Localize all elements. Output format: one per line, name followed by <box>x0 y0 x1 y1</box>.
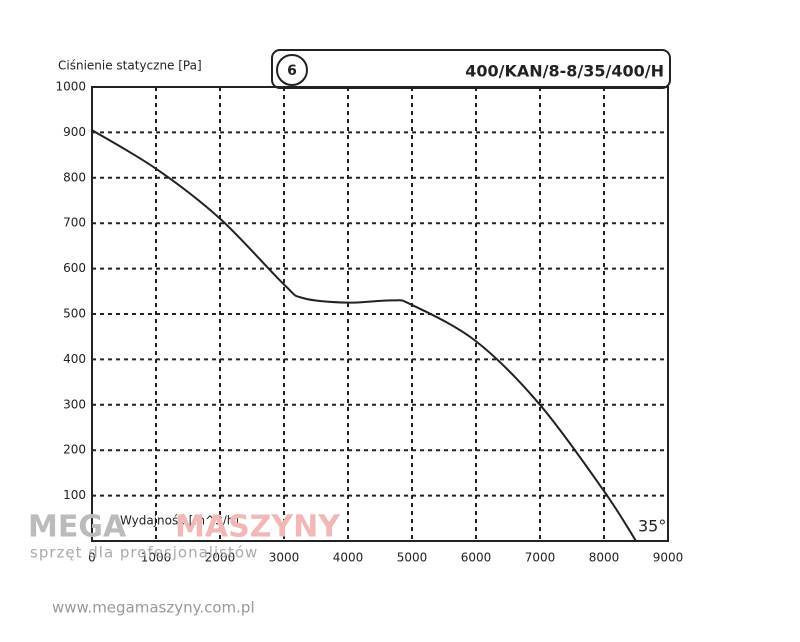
y-tick-label: 1000 <box>55 80 86 94</box>
y-tick-label: 300 <box>63 397 86 411</box>
y-tick-label: 900 <box>63 125 86 139</box>
x-tick-label: 8000 <box>589 551 620 565</box>
y-tick-label: 100 <box>63 488 86 502</box>
curve <box>91 129 637 542</box>
x-tick-label: 5000 <box>397 551 428 565</box>
series-label: 35° <box>638 517 666 536</box>
y-tick-label: 800 <box>63 170 86 184</box>
y-tick-label: 500 <box>63 307 86 321</box>
y-tick-label: 700 <box>63 216 86 230</box>
x-tick-label: 3000 <box>269 551 300 565</box>
x-tick-label: 6000 <box>461 551 492 565</box>
y-tick-label: 400 <box>63 352 86 366</box>
badge-circle <box>276 54 308 86</box>
x-tick-label: 2000 <box>205 551 236 565</box>
x-axis-label: Wydajność [m^3/h] <box>120 514 239 528</box>
model: 400/KAN/8-8/35/400/H <box>465 62 664 81</box>
x-tick-label: 4000 <box>333 551 364 565</box>
x-tick-label: 9000 <box>653 551 684 565</box>
y-tick-label: 200 <box>63 443 86 457</box>
x-tick-label: 1000 <box>141 551 172 565</box>
watermark-brand: MEGA <box>28 510 127 545</box>
x-tick-label: 0 <box>88 551 96 565</box>
y-tick-label: 600 <box>63 261 86 275</box>
watermark-slogan: sprzęt dla profesjonalistów <box>30 544 258 562</box>
watermark-url: www.megamaszyny.com.pl <box>52 599 255 617</box>
y-axis-label: Ciśnienie statyczne [Pa] <box>58 59 202 73</box>
badge: 6 <box>287 63 297 79</box>
watermark-brand: MASZYNY <box>175 510 341 545</box>
x-tick-label: 7000 <box>525 551 556 565</box>
